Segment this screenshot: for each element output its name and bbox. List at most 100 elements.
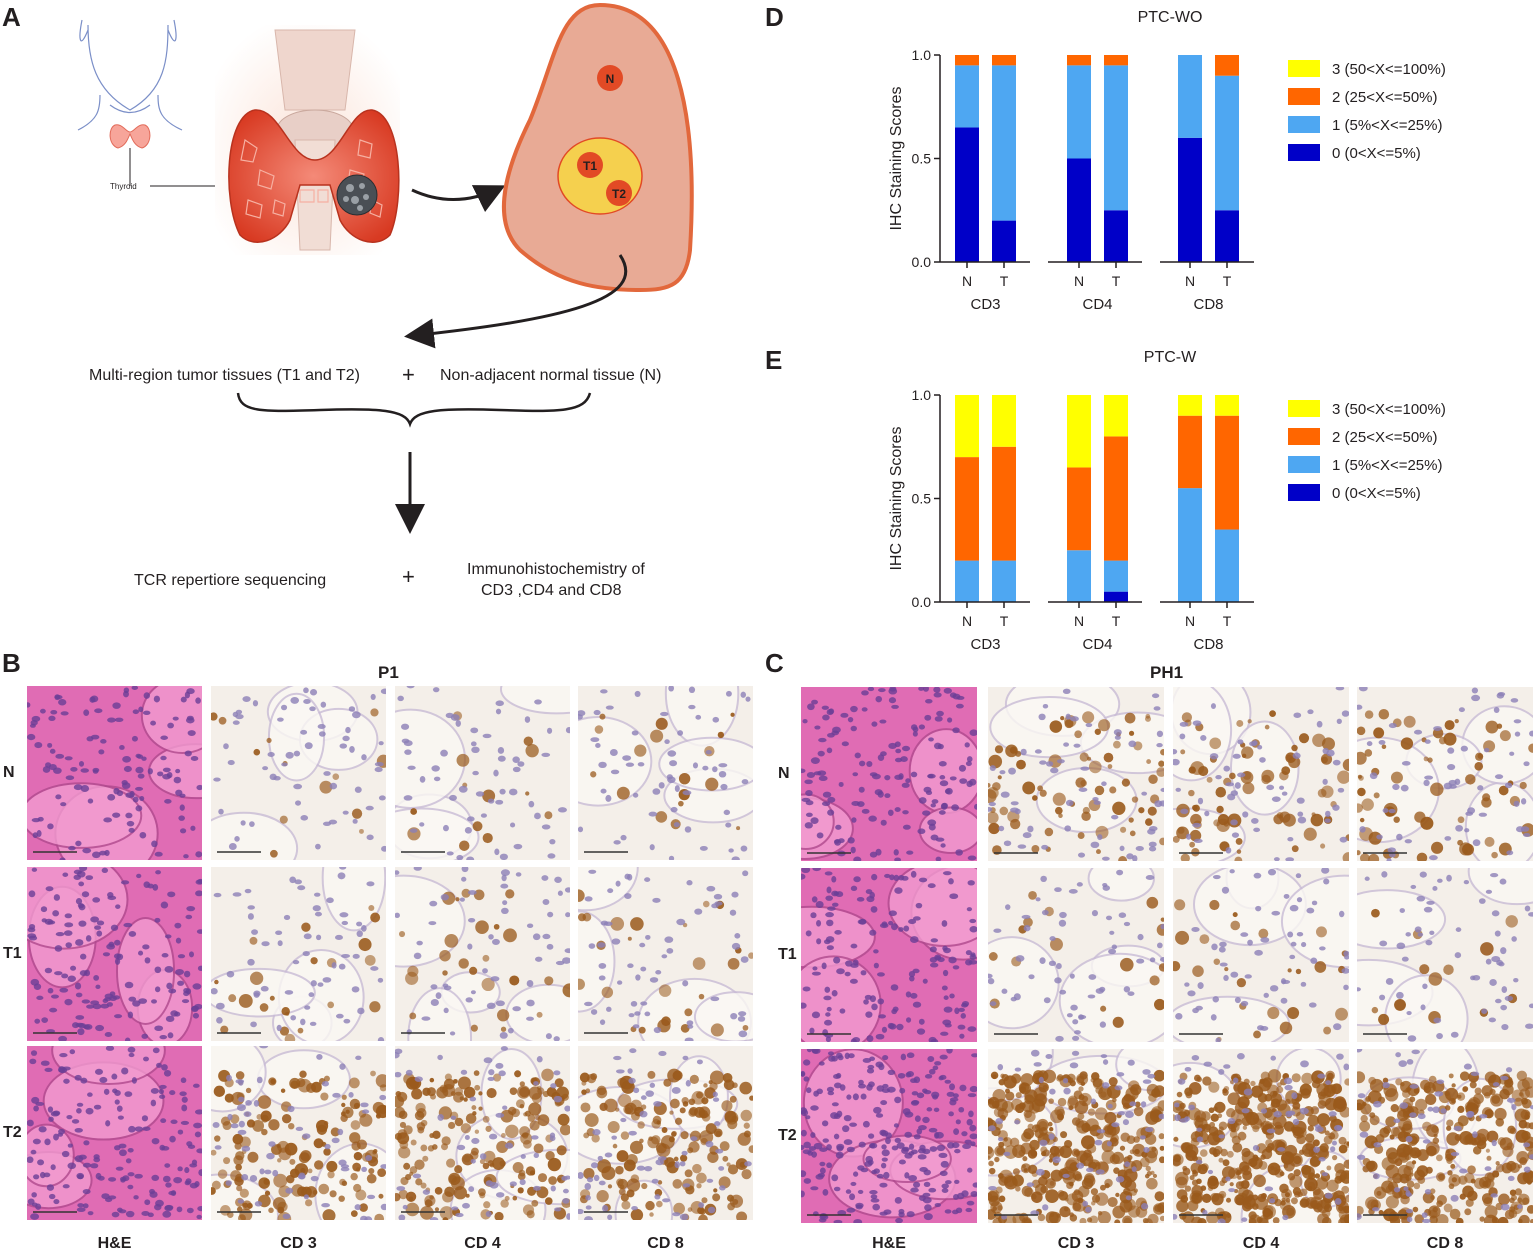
nucleus-dot <box>613 1055 622 1061</box>
stain-spot <box>1425 1093 1437 1106</box>
nucleus-dot <box>352 818 358 824</box>
stain-spot <box>580 1102 591 1113</box>
nucleus-dot <box>818 1061 825 1066</box>
nucleus-dot <box>517 761 525 767</box>
stain-spot <box>1127 1154 1133 1161</box>
nucleus-dot <box>446 851 454 856</box>
nucleus-dot <box>374 762 384 767</box>
nucleus-dot <box>139 831 147 839</box>
nucleus-dot <box>78 920 87 927</box>
stain-spot <box>1235 1197 1244 1206</box>
nucleus-dot <box>440 893 449 901</box>
nucleus-dot <box>803 1076 810 1082</box>
stain-spot <box>268 1077 277 1086</box>
nucleus-dot <box>666 948 674 954</box>
nucleus-dot <box>1107 1103 1113 1109</box>
nucleus-dot <box>314 911 322 917</box>
nucleus-dot <box>468 1186 475 1193</box>
stain-spot <box>1326 1179 1339 1192</box>
nucleus-dot <box>1343 1063 1349 1071</box>
p1-tile-image <box>27 867 202 1041</box>
nucleus-dot <box>631 1206 638 1211</box>
nucleus-dot <box>49 748 56 754</box>
stain-spot <box>1529 1218 1533 1223</box>
nucleus-dot <box>211 988 218 995</box>
nucleus-dot <box>419 822 425 827</box>
stain-spot <box>341 1094 347 1100</box>
nucleus-dot <box>126 820 135 827</box>
nucleus-dot <box>502 1105 508 1110</box>
stain-spot <box>1087 1108 1096 1116</box>
stain-spot <box>444 1073 452 1081</box>
stain-spot <box>301 1186 312 1198</box>
nucleus-dot <box>856 897 865 902</box>
stain-spot <box>1297 1191 1303 1198</box>
nucleus-dot <box>41 918 47 923</box>
nucleus-dot <box>1496 692 1505 699</box>
nucleus-dot <box>348 706 356 712</box>
nucleus-dot <box>853 1171 859 1177</box>
nucleus-dot <box>127 1184 134 1190</box>
nucleus-dot <box>852 1093 859 1101</box>
nucleus-dot <box>58 1066 66 1073</box>
nucleus-dot <box>889 874 895 881</box>
nucleus-dot <box>878 688 886 693</box>
nucleus-dot <box>322 977 332 983</box>
nucleus-dot <box>464 1134 470 1140</box>
nucleus-dot <box>331 1137 340 1144</box>
nucleus-dot <box>1082 1200 1089 1207</box>
stain-spot <box>398 930 406 938</box>
nucleus-dot <box>1341 968 1349 974</box>
nucleus-dot <box>1108 948 1117 955</box>
nucleus-dot <box>104 849 110 857</box>
stain-spot <box>1393 816 1400 823</box>
nucleus-dot <box>259 1168 265 1175</box>
stain-spot <box>1208 1081 1220 1093</box>
nucleus-dot <box>810 757 820 764</box>
nucleus-dot <box>1318 1156 1326 1162</box>
nucleus-dot <box>718 770 727 778</box>
stain-spot <box>407 965 419 977</box>
nucleus-dot <box>475 791 485 797</box>
stain-spot <box>318 1183 330 1195</box>
nucleus-dot <box>1203 1061 1213 1067</box>
stain-spot <box>1390 771 1403 784</box>
stain-spot <box>1112 801 1126 815</box>
nucleus-dot <box>55 931 65 937</box>
nucleus-dot <box>406 686 415 689</box>
nucleus-dot <box>834 839 840 844</box>
stain-spot <box>736 1211 748 1220</box>
ptc-w-group-label: CD3 <box>970 636 1000 653</box>
stain-spot <box>701 1097 709 1105</box>
ptc-w-group-label: CD4 <box>1082 636 1112 653</box>
nucleus-dot <box>679 1213 689 1220</box>
nucleus-dot <box>1074 1030 1081 1035</box>
ph1-tile <box>988 687 1164 861</box>
stain-spot <box>1495 1163 1505 1173</box>
ptc-w-legend-swatch <box>1288 456 1320 473</box>
nucleus-dot <box>989 1001 997 1006</box>
stain-spot <box>1213 819 1221 827</box>
nucleus-dot <box>913 1134 921 1140</box>
nucleus-dot <box>122 755 132 763</box>
nucleus-dot <box>934 716 943 722</box>
nucleus-dot <box>541 875 549 881</box>
nucleus-dot <box>607 888 614 894</box>
nucleus-dot <box>422 1189 430 1195</box>
stain-spot <box>1160 749 1164 756</box>
stain-spot <box>1265 1139 1273 1147</box>
nucleus-dot <box>1424 1188 1432 1195</box>
nucleus-dot <box>34 741 43 749</box>
nucleus-dot <box>867 1064 875 1070</box>
nucleus-dot <box>1458 707 1465 713</box>
nucleus-dot <box>179 804 185 811</box>
nucleus-dot <box>365 1154 373 1162</box>
nucleus-dot <box>310 980 317 987</box>
nucleus-dot <box>1088 974 1097 980</box>
nucleus-dot <box>904 1131 913 1138</box>
nucleus-dot <box>1293 712 1302 718</box>
nucleus-dot <box>395 1071 402 1078</box>
nucleus-dot <box>1322 747 1329 755</box>
nucleus-dot <box>172 716 179 721</box>
ptc-wo-bar-segment <box>992 65 1016 221</box>
